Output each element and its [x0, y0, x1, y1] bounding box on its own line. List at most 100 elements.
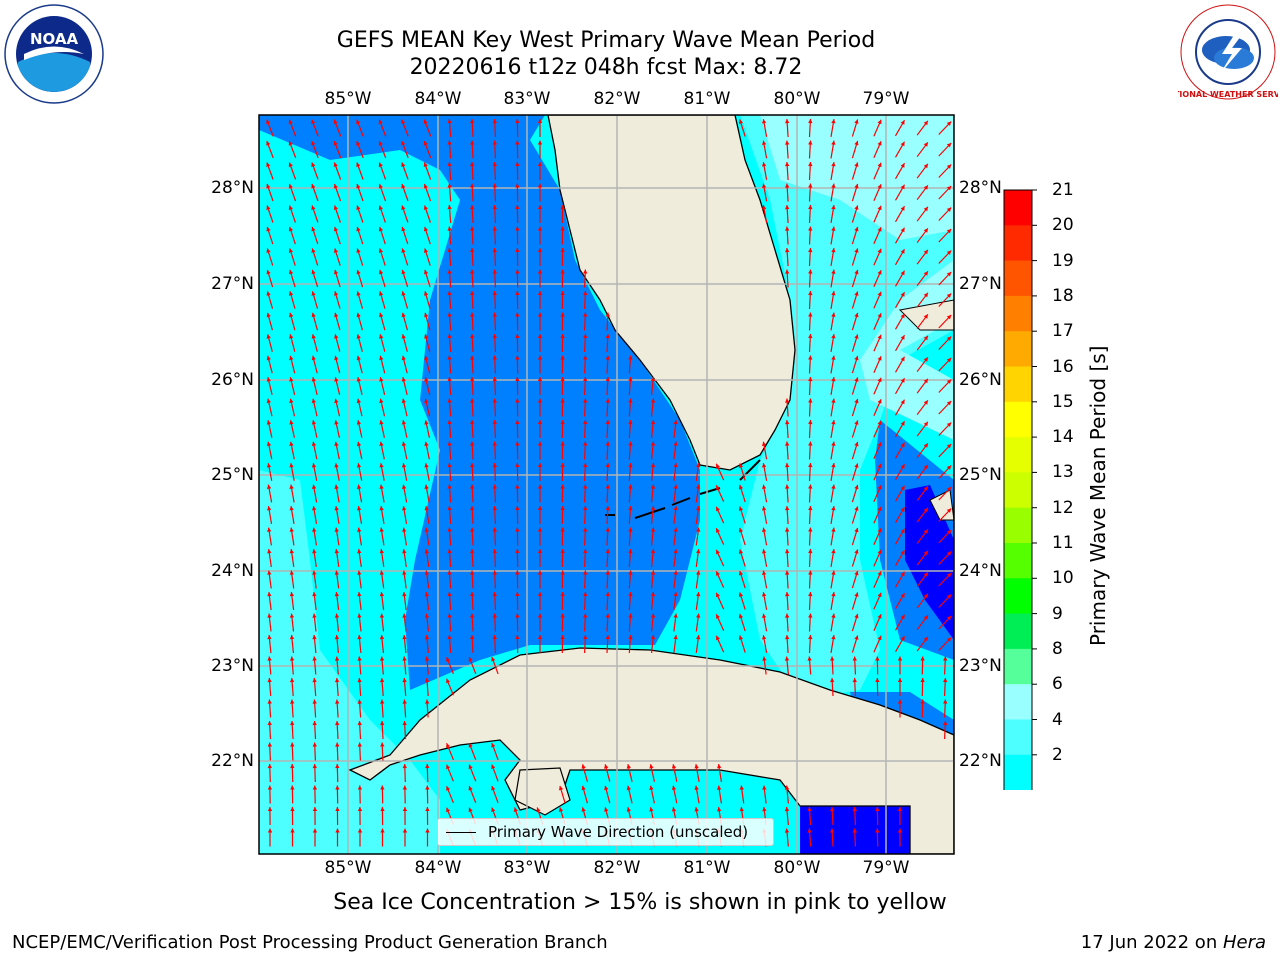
wave-arrow [673, 570, 678, 589]
wave-arrow [290, 720, 295, 740]
wave-arrow [333, 248, 341, 266]
wave-arrow [537, 205, 543, 223]
wave-arrow [380, 785, 385, 804]
colorbar-segment [1004, 295, 1032, 332]
colorbar-label: 12 [1052, 497, 1074, 518]
wave-arrow [808, 570, 813, 589]
wave-arrow [401, 377, 408, 395]
wave-arrow [402, 634, 407, 654]
graticule [259, 115, 954, 854]
wave-arrow [920, 677, 925, 697]
wave-arrow [379, 355, 386, 374]
lat-tick-right: 24°N [959, 561, 1002, 581]
wave-arrow [402, 763, 407, 783]
wave-arrow [446, 742, 454, 761]
wave-arrow [873, 377, 882, 395]
wave-arrow [425, 806, 430, 826]
wave-arrow [830, 463, 836, 481]
wave-arrow [289, 592, 295, 610]
wave-arrow [356, 441, 363, 460]
wave-arrow [424, 441, 430, 460]
wave-arrow [873, 205, 882, 223]
wave-arrow [447, 613, 452, 632]
wave-arrow [334, 291, 341, 309]
footer-date: 17 Jun 2022 on [1080, 932, 1223, 953]
wave-arrow [401, 484, 408, 503]
wave-arrow [673, 506, 678, 524]
wave-arrow [894, 141, 906, 158]
wave-arrow [289, 312, 296, 331]
wave-arrow [470, 333, 475, 353]
wave-arrow [583, 570, 588, 589]
lon-tick-bottom: 81°W [683, 858, 731, 878]
wave-arrow [356, 183, 364, 202]
wave-arrow [873, 183, 882, 202]
wave-arrow [560, 226, 565, 245]
wave-arrow [560, 398, 565, 417]
wave-arrow [673, 635, 678, 653]
wave-arrow [470, 161, 475, 181]
wave-arrow [266, 484, 273, 503]
wave-arrow [378, 119, 387, 137]
wave-arrow [873, 226, 882, 245]
wave-arrow [583, 548, 588, 568]
wave-arrow [537, 592, 543, 610]
wave-arrow [289, 441, 295, 460]
florida-land [547, 115, 796, 471]
wave-arrow [785, 591, 790, 611]
wave-arrow [266, 162, 274, 180]
wave-arrow [583, 462, 588, 482]
wave-arrow [851, 334, 859, 352]
wave-arrow [515, 333, 520, 353]
wave-arrow [938, 164, 952, 178]
wave-arrow [356, 205, 364, 223]
wave-arrow [851, 377, 859, 395]
wave-arrow [628, 462, 633, 482]
wave-arrow [873, 420, 882, 438]
wave-arrow [808, 140, 813, 159]
wave-arrow [583, 591, 588, 611]
wave-arrow [650, 634, 656, 654]
wave-arrow [894, 334, 906, 352]
wave-arrow [424, 634, 430, 654]
wave-arrow [808, 333, 813, 353]
wave-arrow [492, 312, 497, 331]
colorbar-label: 11 [1052, 533, 1074, 553]
wave-arrow [873, 527, 882, 546]
wave-arrow [938, 572, 952, 587]
wave-arrow [311, 291, 319, 309]
wave-arrow [851, 355, 859, 374]
colorbar [1003, 189, 1037, 790]
wave-arrow [873, 570, 882, 589]
wave-arrow [938, 551, 952, 565]
wave-arrow [357, 549, 362, 567]
colorbar-label: 8 [1052, 638, 1063, 659]
wave-arrow [357, 742, 362, 761]
wave-arrow [873, 269, 882, 288]
colorbar-segment [1004, 190, 1032, 226]
wave-arrow [695, 635, 701, 653]
wave-arrow [447, 312, 452, 331]
wave-arrow [379, 377, 386, 395]
wave-arrow [356, 312, 363, 331]
wave-arrow [447, 484, 452, 503]
wave-arrow [312, 527, 317, 546]
wave-arrow [402, 656, 407, 675]
wave-arrow [537, 398, 543, 417]
wave-arrow [424, 312, 431, 331]
wave-arrow [334, 549, 340, 567]
wave-arrow [311, 205, 319, 223]
wave-arrow [560, 269, 565, 288]
wave-arrow [807, 806, 812, 826]
wave-arrow [673, 420, 678, 438]
wave-arrow [267, 506, 273, 524]
wave-arrow [379, 269, 386, 288]
wave-arrow [583, 613, 588, 632]
wave-arrow [468, 656, 477, 675]
wave-arrow [423, 162, 432, 180]
lon-tick-bottom: 82°W [593, 858, 641, 878]
wave-arrow [830, 828, 835, 847]
wave-arrow [335, 763, 340, 783]
wave-arrow [288, 205, 296, 223]
wave-arrow [830, 635, 836, 653]
